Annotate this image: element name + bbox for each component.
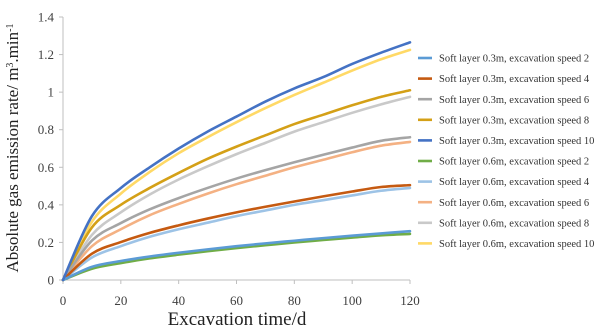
y-tick-label: 0.2 [38, 235, 54, 250]
series-line-1 [61, 229, 412, 282]
x-tick-label: 80 [288, 293, 301, 308]
series-line-8 [61, 140, 412, 282]
legend-entry-3: Soft layer 0.3m, excavation speed 6 [418, 95, 589, 106]
y-tick-label: 1 [48, 85, 55, 100]
legend-entry-1: Soft layer 0.3m, excavation speed 2 [418, 54, 589, 65]
legend-entry-7: Soft layer 0.6m, excavation speed 4 [418, 177, 590, 188]
series-line-3 [61, 135, 412, 282]
legend-label: Soft layer 0.6m, excavation speed 4 [439, 177, 590, 188]
x-tick-label: 0 [60, 293, 67, 308]
legend-label: Soft layer 0.3m, excavation speed 4 [439, 74, 590, 85]
legend-label: Soft layer 0.6m, excavation speed 6 [439, 198, 589, 209]
legend-label: Soft layer 0.6m, excavation speed 2 [439, 157, 589, 168]
legend-entry-4: Soft layer 0.3m, excavation speed 8 [418, 115, 589, 126]
axes [59, 16, 411, 284]
series-lines [61, 41, 412, 282]
series-line-5 [61, 41, 412, 282]
x-tick-label: 120 [400, 293, 420, 308]
legend-entry-5: Soft layer 0.3m, excavation speed 10 [418, 136, 594, 147]
y-tick-labels: 0 0.2 0.4 0.6 0.8 1 1.2 1.4 [38, 10, 55, 288]
x-tick-label: 40 [172, 293, 185, 308]
y-tick-label: 0.8 [38, 122, 54, 137]
legend-label: Soft layer 0.3m, excavation speed 10 [439, 136, 594, 147]
y-tick-label: 0 [48, 273, 55, 288]
y-tick-label: 0.6 [38, 160, 55, 175]
y-tick-label: 1.2 [38, 47, 54, 62]
series-line-4 [61, 88, 412, 282]
legend-label: Soft layer 0.6m, excavation speed 8 [439, 218, 589, 229]
series-line-9 [61, 95, 412, 282]
legend-label: Soft layer 0.3m, excavation speed 2 [439, 54, 589, 65]
legend-entry-9: Soft layer 0.6m, excavation speed 8 [418, 218, 589, 229]
legend-label: Soft layer 0.3m, excavation speed 6 [439, 95, 589, 106]
y-axis-title-main: Absolute gas emission rate/ m [3, 68, 22, 273]
legend-entry-8: Soft layer 0.6m, excavation speed 6 [418, 198, 589, 209]
y-tick-label: 0.4 [38, 197, 55, 212]
legend: Soft layer 0.3m, excavation speed 2 Soft … [418, 54, 594, 250]
y-axis-title-sup1: 3 [5, 63, 16, 68]
legend-entry-2: Soft layer 0.3m, excavation speed 4 [418, 74, 590, 85]
series-line-2 [61, 183, 412, 282]
y-axis-title-mid: .min [3, 31, 22, 62]
legend-label: Soft layer 0.3m, excavation speed 8 [439, 115, 589, 126]
legend-entry-6: Soft layer 0.6m, excavation speed 2 [418, 157, 589, 168]
x-tick-labels: 0 20 40 60 80 100 120 [60, 293, 420, 308]
y-tick-label: 1.4 [38, 10, 55, 25]
legend-entry-10: Soft layer 0.6m, excavation speed 10 [418, 239, 594, 250]
x-tick-label: 100 [342, 293, 362, 308]
series-line-7 [61, 186, 412, 282]
y-axis-title-sup2: -1 [5, 24, 16, 32]
x-axis-title: Excavation time/d [168, 309, 307, 330]
x-tick-label: 60 [230, 293, 243, 308]
series-line-10 [61, 48, 412, 282]
x-tick-label: 20 [114, 293, 127, 308]
y-axis-title: Absolute gas emission rate/ m3.min-1 [3, 24, 22, 273]
series-line-6 [61, 232, 412, 282]
legend-label: Soft layer 0.6m, excavation speed 10 [439, 239, 594, 250]
